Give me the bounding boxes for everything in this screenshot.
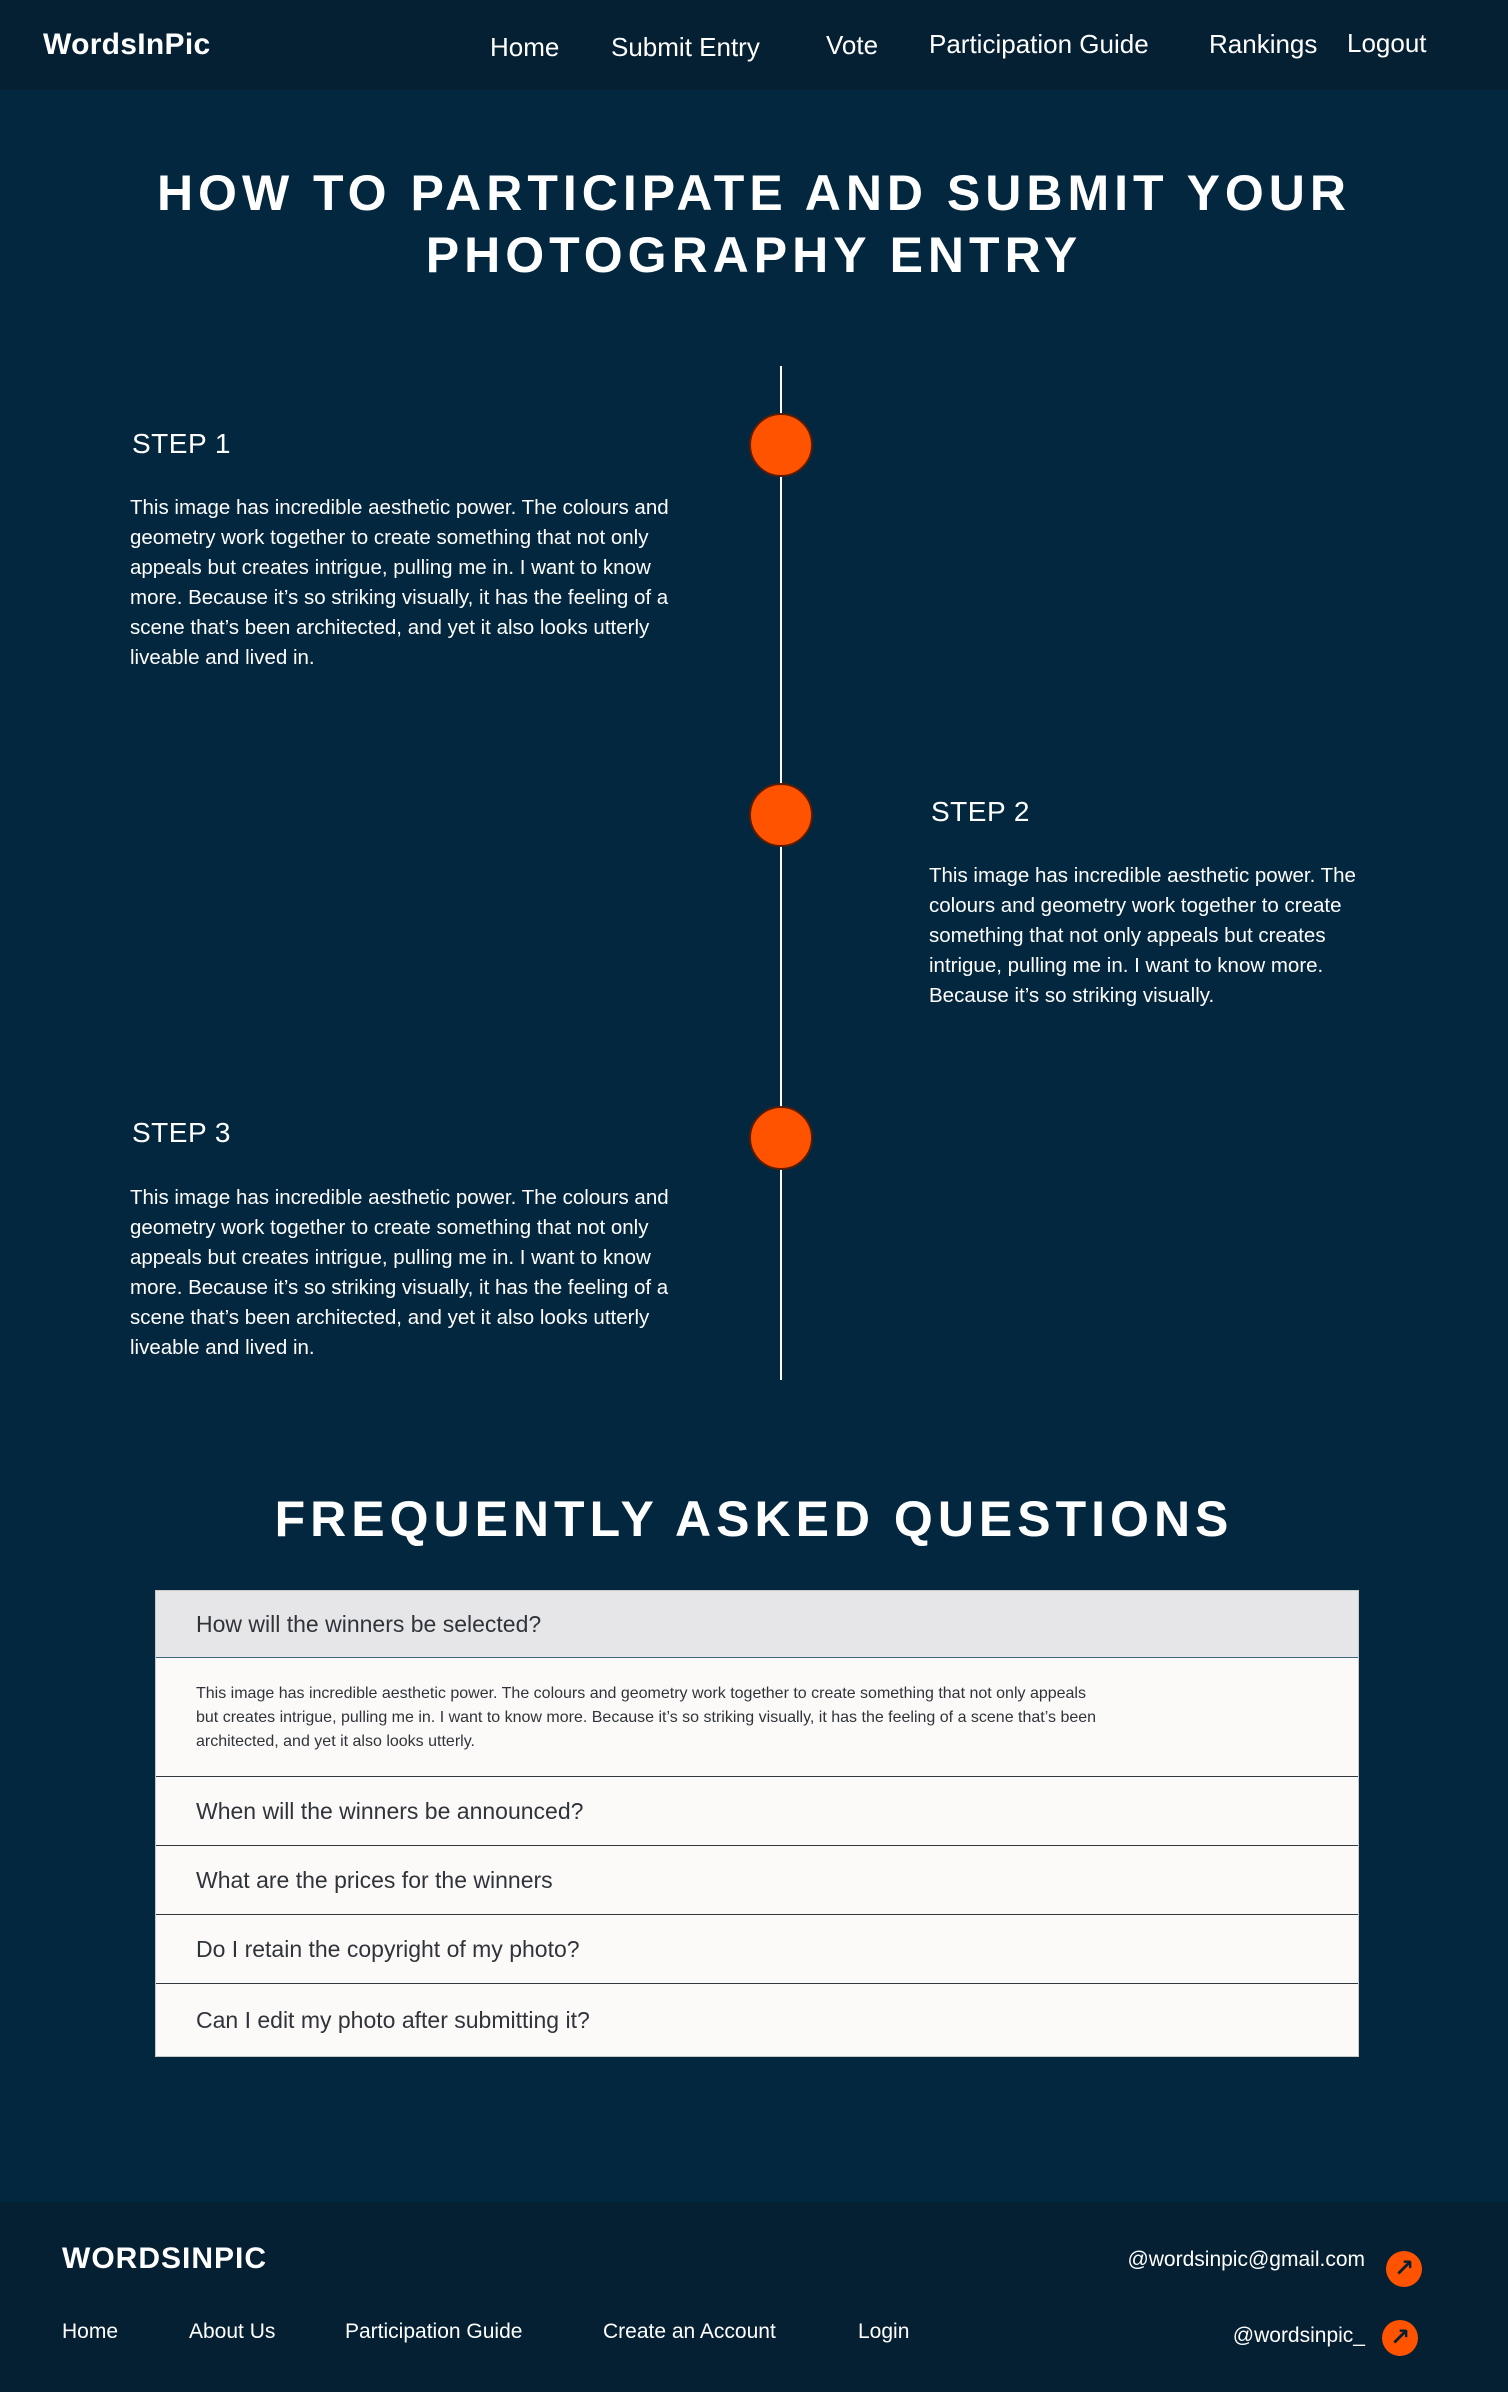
- nav-logout[interactable]: Logout: [1347, 28, 1427, 58]
- faq-question[interactable]: Do I retain the copyright of my photo?: [196, 1935, 580, 1962]
- step-1-line: scene that’s been architected, and yet i…: [130, 616, 650, 639]
- faq-answer-line: This image has incredible aesthetic powe…: [196, 1685, 1086, 1702]
- faq-item: Do I retain the copyright of my photo?: [156, 1915, 1358, 1984]
- step-2-line: This image has incredible aesthetic powe…: [929, 864, 1356, 887]
- top-nav: WordsInPic Home Submit Entry Vote Partic…: [0, 0, 1508, 90]
- step-3-marker: [749, 1106, 813, 1170]
- footer-link-participation-guide[interactable]: Participation Guide: [345, 2320, 523, 2343]
- step-1-line: more. Because it’s so striking visually,…: [130, 586, 669, 609]
- footer-link-home[interactable]: Home: [62, 2320, 119, 2343]
- faq-accordion: How will the winners be selected? This i…: [155, 1590, 1359, 2057]
- step-1-line: appeals but creates intrigue, pulling me…: [130, 556, 651, 579]
- timeline-line: [780, 366, 782, 1380]
- step-3-heading: STEP 3: [132, 1117, 231, 1148]
- nav-participation-guide[interactable]: Participation Guide: [929, 29, 1149, 59]
- faq-answer-line: but creates intrigue, pulling me in. I w…: [196, 1709, 1097, 1726]
- step-3-line: liveable and lived in.: [130, 1336, 315, 1359]
- footer-handle[interactable]: @wordsinpic_: [1232, 2324, 1365, 2347]
- faq-item: Can I edit my photo after submitting it?: [156, 1984, 1358, 2056]
- faq-title: FREQUENTLY ASKED QUESTIONS: [274, 1491, 1234, 1547]
- faq-question[interactable]: What are the prices for the winners: [196, 1866, 553, 1893]
- arrow-up-right-icon[interactable]: ↗: [1382, 2320, 1418, 2356]
- page-title-line-2: PHOTOGRAPHY ENTRY: [425, 227, 1083, 283]
- brand-logo[interactable]: WordsInPic: [43, 28, 211, 61]
- footer-link-about-us[interactable]: About Us: [189, 2320, 276, 2343]
- step-1-marker: [749, 413, 813, 477]
- step-2-line: intrigue, pulling me in. I want to know …: [929, 954, 1324, 977]
- faq-question[interactable]: When will the winners be announced?: [196, 1797, 584, 1824]
- faq-item: How will the winners be selected? This i…: [156, 1591, 1358, 1777]
- step-3-line: appeals but creates intrigue, pulling me…: [130, 1246, 651, 1269]
- faq-item: What are the prices for the winners: [156, 1846, 1358, 1915]
- faq-question[interactable]: How will the winners be selected?: [156, 1591, 1358, 1658]
- footer-email[interactable]: @wordsinpic@gmail.com: [1127, 2248, 1365, 2271]
- step-2-heading: STEP 2: [931, 796, 1030, 827]
- step-1-heading: STEP 1: [132, 428, 231, 459]
- footer-link-create-account[interactable]: Create an Account: [603, 2320, 776, 2343]
- arrow-up-right-icon[interactable]: ↗: [1386, 2251, 1422, 2287]
- step-1-description: This image has incredible aesthetic powe…: [130, 493, 770, 673]
- step-2-description: This image has incredible aesthetic powe…: [929, 861, 1449, 1011]
- nav-submit-entry[interactable]: Submit Entry: [611, 32, 760, 62]
- page-title: HOW TO PARTICIPATE AND SUBMIT YOUR PHOTO…: [0, 162, 1508, 286]
- step-3-line: scene that’s been architected, and yet i…: [130, 1306, 650, 1329]
- step-1-line: geometry work together to create somethi…: [130, 526, 649, 549]
- step-2-line: something that not only appeals but crea…: [929, 924, 1326, 947]
- nav-vote[interactable]: Vote: [826, 30, 879, 60]
- step-3-description: This image has incredible aesthetic powe…: [130, 1183, 770, 1363]
- faq-item: When will the winners be announced?: [156, 1777, 1358, 1846]
- nav-home[interactable]: Home: [490, 32, 560, 62]
- step-1-line: liveable and lived in.: [130, 646, 315, 669]
- step-2-line: colours and geometry work together to cr…: [929, 894, 1342, 917]
- faq-answer: This image has incredible aesthetic powe…: [156, 1658, 1358, 1776]
- footer-brand[interactable]: WORDSINPIC: [62, 2242, 267, 2275]
- step-1-line: This image has incredible aesthetic powe…: [130, 496, 669, 519]
- step-2-marker: [749, 783, 813, 847]
- faq-question[interactable]: Can I edit my photo after submitting it?: [196, 2006, 590, 2033]
- faq-answer-line: architected, and yet it also looks utter…: [196, 1733, 475, 1750]
- nav-rankings[interactable]: Rankings: [1209, 29, 1318, 59]
- footer-link-login[interactable]: Login: [858, 2320, 910, 2343]
- step-3-line: more. Because it’s so striking visually,…: [130, 1276, 669, 1299]
- step-3-line: This image has incredible aesthetic powe…: [130, 1186, 669, 1209]
- footer: WORDSINPIC Home About Us Participation G…: [0, 2202, 1508, 2392]
- step-3-line: geometry work together to create somethi…: [130, 1216, 649, 1239]
- step-2-line: Because it’s so striking visually.: [929, 984, 1215, 1007]
- page-title-line-1: HOW TO PARTICIPATE AND SUBMIT YOUR: [156, 165, 1352, 221]
